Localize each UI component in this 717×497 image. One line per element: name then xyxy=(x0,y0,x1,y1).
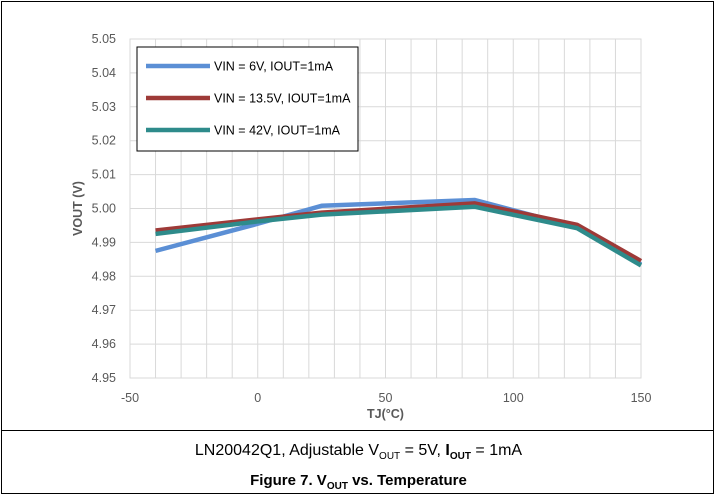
caption-prefix: LN20042Q1, Adjustable V xyxy=(194,442,380,459)
y-tick-label: 4.96 xyxy=(92,337,116,351)
y-axis-title: VOUT (V) xyxy=(71,181,85,236)
caption-i: I xyxy=(445,442,450,459)
figure-title: Figure 7. VOUT vs. Temperature xyxy=(0,472,717,492)
x-tick-labels: -50 0 50 100 150 xyxy=(121,391,652,405)
series-lines xyxy=(154,197,643,268)
caption-middle: = 5V, xyxy=(400,442,446,459)
legend-label-1: VIN = 6V, IOUT=1mA xyxy=(214,60,334,74)
y-tick-label: 4.98 xyxy=(92,269,116,283)
y-tick-label: 4.97 xyxy=(92,303,116,317)
y-tick-label: 5.05 xyxy=(92,32,116,46)
x-tick-label: 50 xyxy=(379,391,393,405)
x-axis-title: TJ(°C) xyxy=(367,407,404,421)
figure-title-suffix: vs. Temperature xyxy=(347,472,467,489)
plot-area xyxy=(129,38,642,379)
caption-sub2: OUT xyxy=(449,451,471,463)
y-tick-label: 5.01 xyxy=(92,168,116,182)
x-tick-label: 0 xyxy=(254,391,261,405)
series-line-3 xyxy=(155,204,643,268)
caption-divider xyxy=(1,430,714,431)
y-tick-label: 5.03 xyxy=(92,100,116,114)
legend: VIN = 6V, IOUT=1mA VIN = 13.5V, IOUT=1mA V… xyxy=(136,46,359,152)
x-tick-label: -50 xyxy=(121,391,139,405)
x-tick-label: 100 xyxy=(503,391,524,405)
figure-title-sub: OUT xyxy=(326,481,348,492)
y-tick-label: 4.99 xyxy=(92,235,116,249)
caption-suffix: = 1mA xyxy=(470,442,523,459)
x-tick-label: 150 xyxy=(631,391,652,405)
y-tick-labels: 4.95 4.96 4.97 4.98 4.99 5.00 5.01 5.02 5.03 5.04… xyxy=(92,32,116,385)
y-tick-label: 5.00 xyxy=(92,202,116,216)
legend-label-3: VIN = 42V, IOUT=1mA xyxy=(214,124,341,138)
caption: LN20042Q1, Adjustable VOUT = 5V, IOUT = … xyxy=(0,442,717,462)
chart: 4.95 4.96 4.97 4.98 4.99 5.00 5.01 5.02 5.03 5.04… xyxy=(71,32,652,421)
y-tick-label: 5.04 xyxy=(92,66,116,80)
y-tick-label: 4.95 xyxy=(92,371,116,385)
y-tick-label: 5.02 xyxy=(92,134,116,148)
legend-label-2: VIN = 13.5V, IOUT=1mA xyxy=(214,92,351,106)
caption-sub1: OUT xyxy=(379,451,401,463)
figure-title-prefix: Figure 7. V xyxy=(250,472,327,489)
